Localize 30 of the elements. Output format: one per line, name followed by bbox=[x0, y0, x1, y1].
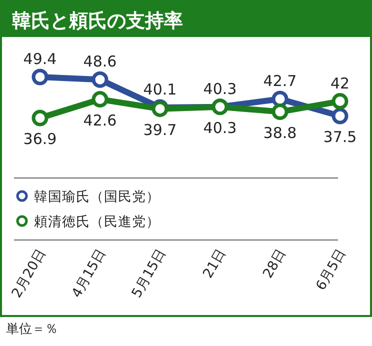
data-label: 42.6 bbox=[83, 111, 117, 130]
point bbox=[32, 110, 48, 126]
point bbox=[32, 68, 48, 86]
point bbox=[272, 90, 288, 108]
x-tick-label: 5月15日 bbox=[128, 246, 170, 301]
data-label: 38.8 bbox=[263, 124, 297, 142]
x-tick-label: 6月5日 bbox=[313, 246, 350, 294]
legend-label: 韓国瑜氏（国民党） bbox=[34, 189, 160, 205]
chart-title: 韓氏と頼氏の支持率 bbox=[12, 10, 183, 32]
data-label: 40.3 bbox=[203, 80, 237, 98]
point bbox=[92, 91, 108, 108]
point bbox=[332, 108, 348, 124]
x-tick-label: 21日 bbox=[200, 246, 230, 282]
x-tick-label: 28日 bbox=[260, 246, 290, 282]
data-label: 40.3 bbox=[203, 118, 237, 137]
point bbox=[332, 93, 348, 110]
data-label: 48.6 bbox=[83, 52, 117, 71]
data-label: 37.5 bbox=[323, 128, 357, 146]
point bbox=[92, 71, 108, 88]
data-label: 42 bbox=[330, 74, 350, 92]
data-label: 49.4 bbox=[23, 50, 57, 68]
data-label: 42.7 bbox=[263, 72, 297, 90]
data-label: 40.1 bbox=[143, 80, 177, 99]
data-label: 39.7 bbox=[143, 120, 177, 139]
text: 単位＝％ bbox=[6, 322, 58, 337]
point bbox=[272, 104, 288, 120]
legend-label: 頼清徳氏（民進党） bbox=[34, 214, 160, 230]
x-tick-label: 4月15日 bbox=[68, 246, 110, 301]
x-tick-label: 2月20日 bbox=[8, 246, 50, 301]
data-label: 36.9 bbox=[23, 130, 57, 148]
